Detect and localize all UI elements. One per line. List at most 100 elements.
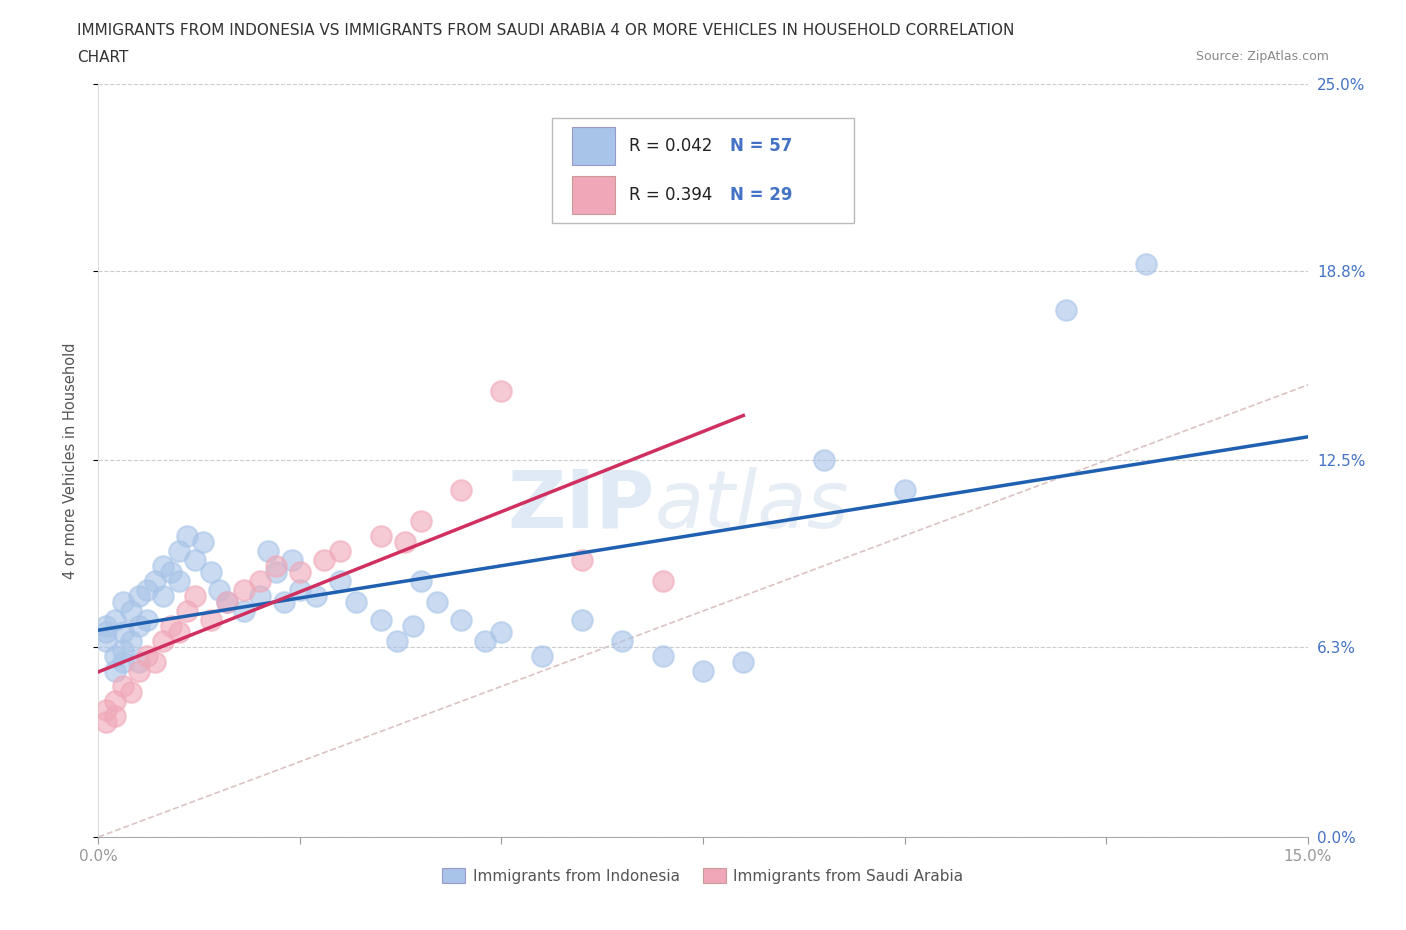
- Point: [813, 453, 835, 468]
- Point: [111, 679, 134, 694]
- Point: [329, 574, 352, 589]
- Point: [120, 684, 142, 699]
- Point: [193, 534, 215, 549]
- Point: [256, 543, 278, 558]
- Point: [96, 703, 118, 718]
- Point: [200, 565, 222, 579]
- Point: [143, 574, 166, 589]
- Point: [103, 664, 125, 679]
- Point: [103, 613, 125, 628]
- Point: [329, 543, 352, 558]
- Point: [135, 613, 157, 628]
- Point: [491, 383, 513, 398]
- Point: [152, 589, 174, 604]
- Point: [111, 625, 134, 640]
- Text: IMMIGRANTS FROM INDONESIA VS IMMIGRANTS FROM SAUDI ARABIA 4 OR MORE VEHICLES IN : IMMIGRANTS FROM INDONESIA VS IMMIGRANTS …: [77, 23, 1015, 38]
- Point: [135, 582, 157, 597]
- Point: [288, 582, 311, 597]
- Point: [167, 543, 190, 558]
- Point: [281, 552, 304, 567]
- Point: [571, 613, 593, 628]
- Point: [135, 649, 157, 664]
- Point: [288, 565, 311, 579]
- Point: [200, 613, 222, 628]
- Point: [128, 618, 150, 633]
- Point: [264, 565, 287, 579]
- Point: [160, 618, 183, 633]
- Point: [103, 709, 125, 724]
- Point: [143, 655, 166, 670]
- Point: [96, 715, 118, 730]
- Point: [128, 589, 150, 604]
- Point: [111, 655, 134, 670]
- Point: [128, 655, 150, 670]
- Point: [530, 649, 553, 664]
- Text: ZIP: ZIP: [508, 467, 655, 545]
- Point: [249, 589, 271, 604]
- Text: R = 0.394: R = 0.394: [630, 186, 713, 204]
- Legend: Immigrants from Indonesia, Immigrants from Saudi Arabia: Immigrants from Indonesia, Immigrants fr…: [436, 861, 970, 890]
- Point: [152, 558, 174, 573]
- Text: N = 57: N = 57: [730, 137, 792, 155]
- Point: [217, 594, 239, 609]
- Point: [651, 574, 673, 589]
- Point: [120, 633, 142, 648]
- Text: Source: ZipAtlas.com: Source: ZipAtlas.com: [1195, 50, 1329, 63]
- Point: [128, 664, 150, 679]
- Point: [160, 565, 183, 579]
- Point: [264, 558, 287, 573]
- Point: [1054, 302, 1077, 317]
- Point: [111, 594, 134, 609]
- Point: [217, 594, 239, 609]
- Point: [1135, 257, 1157, 272]
- Point: [208, 582, 231, 597]
- Point: [491, 625, 513, 640]
- Point: [232, 604, 254, 618]
- Bar: [572, 176, 614, 214]
- Point: [305, 589, 328, 604]
- Point: [409, 513, 432, 528]
- Point: [96, 625, 118, 640]
- Point: [394, 534, 416, 549]
- Point: [893, 483, 915, 498]
- Text: atlas: atlas: [655, 467, 849, 545]
- Point: [111, 643, 134, 658]
- Point: [176, 604, 198, 618]
- Point: [571, 552, 593, 567]
- Point: [176, 528, 198, 543]
- Text: N = 29: N = 29: [730, 186, 792, 204]
- Bar: [572, 127, 614, 165]
- Point: [450, 613, 472, 628]
- Point: [103, 694, 125, 709]
- Point: [103, 649, 125, 664]
- Point: [692, 664, 714, 679]
- Point: [733, 655, 755, 670]
- Point: [612, 633, 634, 648]
- Point: [450, 483, 472, 498]
- Point: [426, 594, 449, 609]
- FancyBboxPatch shape: [551, 117, 855, 223]
- Point: [314, 552, 336, 567]
- Point: [167, 625, 190, 640]
- Point: [184, 552, 207, 567]
- Point: [232, 582, 254, 597]
- Point: [167, 574, 190, 589]
- Point: [385, 633, 408, 648]
- Point: [344, 594, 367, 609]
- Point: [273, 594, 295, 609]
- Point: [474, 633, 496, 648]
- Text: R = 0.042: R = 0.042: [630, 137, 713, 155]
- Point: [370, 613, 392, 628]
- Point: [96, 633, 118, 648]
- Y-axis label: 4 or more Vehicles in Household: 4 or more Vehicles in Household: [63, 342, 77, 578]
- Point: [96, 618, 118, 633]
- Point: [152, 633, 174, 648]
- Point: [402, 618, 425, 633]
- Point: [184, 589, 207, 604]
- Point: [120, 604, 142, 618]
- Point: [651, 649, 673, 664]
- Text: CHART: CHART: [77, 50, 129, 65]
- Point: [249, 574, 271, 589]
- Point: [370, 528, 392, 543]
- Point: [409, 574, 432, 589]
